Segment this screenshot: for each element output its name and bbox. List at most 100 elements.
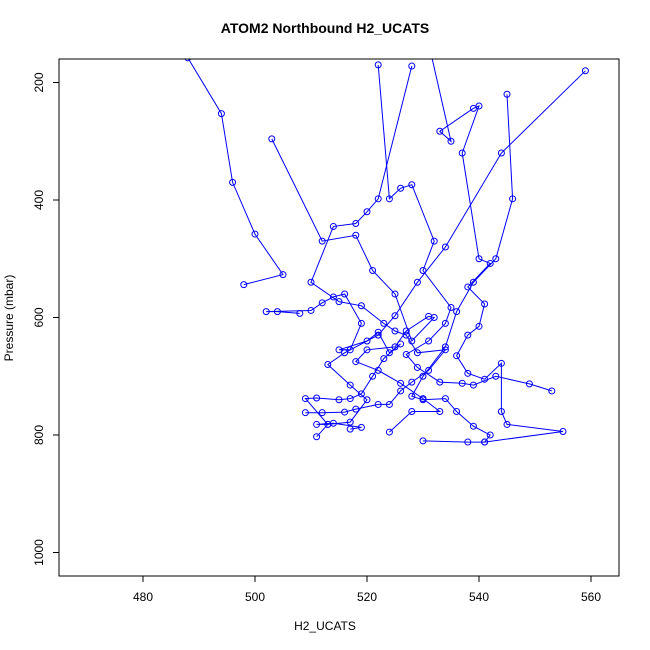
- series-line: [377, 64, 552, 392]
- data-point: [385, 195, 393, 203]
- data-point: [436, 408, 444, 415]
- data-point: [426, 40, 432, 46]
- x-tick-label: 540: [469, 590, 489, 604]
- data-point: [581, 67, 589, 75]
- data-point: [397, 379, 405, 387]
- data-point: [441, 319, 449, 327]
- data-point: [329, 222, 337, 230]
- series-line: [266, 293, 401, 438]
- data-point: [374, 400, 382, 408]
- data-point: [279, 271, 287, 279]
- data-point: [408, 378, 416, 386]
- data-point: [447, 137, 455, 145]
- data-point: [430, 237, 438, 245]
- data-point: [374, 331, 382, 339]
- data-point: [335, 298, 343, 306]
- data-point: [402, 351, 410, 359]
- data-point: [413, 363, 421, 371]
- data-point: [380, 355, 388, 363]
- data-point: [391, 343, 399, 351]
- data-point: [464, 438, 472, 446]
- data-point: [408, 181, 416, 189]
- data-point: [313, 394, 321, 402]
- data-point: [397, 184, 405, 192]
- data-point: [559, 427, 567, 435]
- x-tick-label: 500: [245, 590, 265, 604]
- data-point: [385, 349, 393, 357]
- data-point: [497, 359, 505, 367]
- data-point: [469, 278, 477, 286]
- data-point: [391, 290, 399, 298]
- data-point: [419, 372, 427, 380]
- data-point: [363, 208, 371, 216]
- data-point: [329, 419, 337, 427]
- chart-title: ATOM2 Northbound H2_UCATS: [220, 20, 430, 36]
- x-tick-label: 520: [357, 590, 377, 604]
- x-axis-label: H2_UCATS: [294, 619, 356, 633]
- data-point: [363, 396, 371, 404]
- y-tick-label: 1000: [32, 539, 46, 566]
- data-point: [251, 230, 259, 238]
- data-point: [497, 408, 505, 415]
- data-point: [509, 195, 517, 203]
- data-point: [458, 379, 466, 387]
- data-point: [374, 61, 382, 69]
- data-point: [453, 308, 461, 316]
- data-point: [217, 110, 225, 118]
- data-point: [374, 195, 382, 203]
- series-line: [411, 94, 514, 443]
- data-point: [363, 337, 371, 345]
- data-point: [503, 90, 511, 98]
- data-point: [385, 428, 393, 436]
- data-point: [408, 392, 416, 400]
- data-point: [464, 369, 472, 377]
- data-point: [335, 346, 343, 354]
- data-point: [273, 308, 281, 316]
- data-point: [324, 361, 332, 368]
- data-point: [380, 319, 388, 327]
- data-point: [402, 331, 410, 339]
- data-point: [419, 267, 427, 274]
- data-point: [425, 366, 433, 374]
- data-point: [341, 349, 349, 357]
- series-line: [187, 59, 284, 286]
- data-point: [352, 405, 360, 413]
- data-point: [346, 346, 354, 354]
- data-point: [313, 420, 321, 428]
- data-point: [436, 378, 444, 386]
- data-point: [425, 337, 433, 345]
- data-point: [357, 423, 365, 431]
- data-point: [318, 237, 326, 245]
- data-point: [441, 243, 449, 251]
- plot-frame: [58, 58, 620, 577]
- data-point: [341, 290, 349, 298]
- data-point: [301, 395, 309, 403]
- data-point: [357, 390, 365, 398]
- data-point: [402, 327, 410, 335]
- data-point: [475, 255, 483, 263]
- data-point: [453, 408, 461, 415]
- data-point: [262, 308, 270, 316]
- data-point: [475, 322, 483, 330]
- data-point: [408, 62, 416, 70]
- data-point: [369, 372, 377, 380]
- data-point: [475, 102, 483, 110]
- data-point: [492, 372, 500, 380]
- data-point: [374, 366, 382, 374]
- data-point: [329, 293, 337, 301]
- data-point: [307, 306, 315, 314]
- data-point: [184, 59, 192, 62]
- data-point: [458, 149, 466, 157]
- y-tick-label: 800: [32, 425, 46, 445]
- data-point: [385, 400, 393, 408]
- data-point: [486, 431, 494, 439]
- data-point: [419, 437, 427, 445]
- data-point: [346, 418, 354, 426]
- data-point: [441, 395, 449, 403]
- data-point: [481, 438, 489, 446]
- data-point: [492, 255, 500, 263]
- data-point: [525, 380, 533, 388]
- y-tick-label: 200: [32, 72, 46, 92]
- data-point: [419, 396, 427, 404]
